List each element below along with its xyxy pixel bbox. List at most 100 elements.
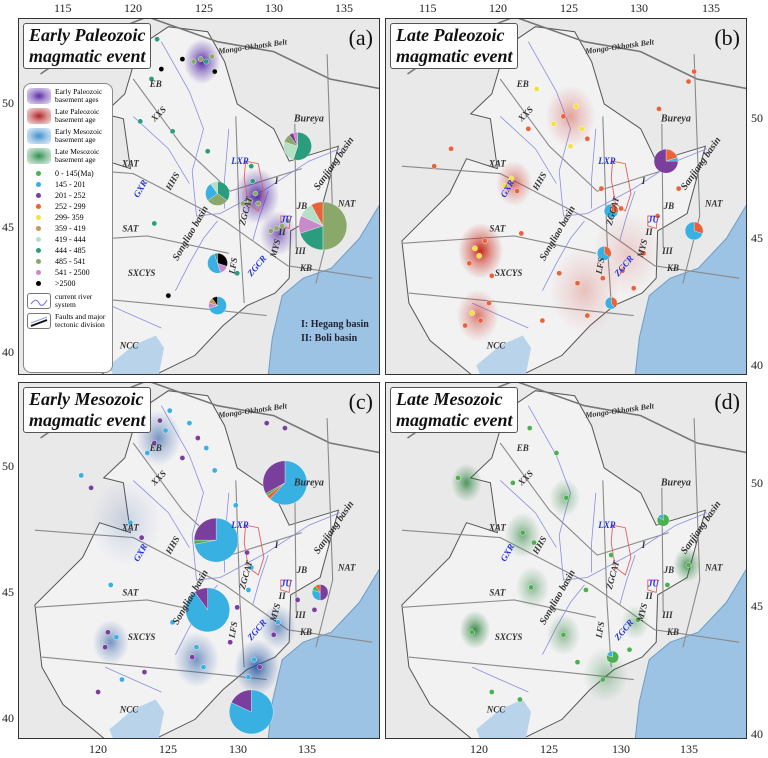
pie-slice bbox=[597, 246, 611, 261]
title-line-1: Late Mesozoic bbox=[396, 389, 503, 409]
sample-point bbox=[102, 644, 108, 650]
sample-point bbox=[203, 445, 210, 451]
sample-point bbox=[556, 270, 563, 277]
river bbox=[591, 492, 597, 573]
sample-point bbox=[244, 549, 250, 556]
legend-label: 299- 359 bbox=[55, 212, 84, 222]
sample-point bbox=[517, 696, 523, 703]
sample-point bbox=[189, 654, 196, 660]
legend-label: 541 - 2500 bbox=[55, 267, 90, 277]
pie-slice bbox=[231, 689, 252, 713]
map-label: LXR bbox=[597, 520, 616, 530]
sample-point bbox=[472, 245, 478, 252]
legend-dot bbox=[36, 259, 41, 264]
legend-dot bbox=[36, 204, 41, 209]
panel-d-late-mesozoic: Mongo-Okhotsk Belt EB XXS XAT GXR HHS LXR Burey… bbox=[385, 382, 747, 739]
tick-label: 45 bbox=[751, 599, 763, 613]
boli-basin-outline bbox=[280, 215, 292, 229]
tick-label: 130 bbox=[630, 1, 648, 15]
map-label: III bbox=[294, 610, 306, 620]
map-label: JB bbox=[663, 201, 675, 211]
sample-point bbox=[488, 689, 495, 695]
sample-point bbox=[431, 163, 437, 169]
tick-label: 120 bbox=[489, 1, 507, 15]
map-label: XAT bbox=[488, 523, 507, 533]
age-pie-chart bbox=[657, 514, 670, 527]
panel-letter: (c) bbox=[348, 389, 373, 414]
map-label: JB bbox=[296, 201, 308, 211]
tick-label: 125 bbox=[159, 742, 177, 756]
sample-point bbox=[251, 656, 257, 663]
sample-point bbox=[539, 317, 546, 324]
legend-swatch bbox=[27, 108, 51, 124]
sample-point bbox=[252, 190, 259, 197]
sample-point bbox=[294, 597, 301, 603]
map-label: NAT bbox=[704, 199, 723, 209]
map-label: III bbox=[661, 246, 673, 256]
legend-label: Faults and major tectonic division bbox=[55, 312, 106, 329]
sample-point bbox=[247, 198, 253, 204]
legend-dot bbox=[36, 270, 41, 275]
legend-label: 145 - 201 bbox=[55, 179, 86, 189]
age-pie-chart bbox=[205, 181, 230, 206]
map-label: SXCYS bbox=[495, 632, 523, 642]
bohai-sea bbox=[109, 699, 165, 738]
sample-point bbox=[195, 435, 201, 441]
age-pie-chart bbox=[653, 149, 679, 174]
panel-a-early-paleozoic: Mongo-Okhotsk Belt EB XXS XAT GXR HHS LXR Burey… bbox=[18, 18, 380, 375]
legend-age-item: 252 - 299 bbox=[27, 201, 109, 212]
map-label: XAT bbox=[121, 523, 140, 533]
fault-line bbox=[602, 480, 612, 668]
panel-title: Late Paleozoic magmatic event bbox=[390, 23, 519, 69]
legend-swatch bbox=[27, 148, 51, 164]
fault-line bbox=[401, 529, 740, 643]
pie-slice bbox=[319, 584, 329, 601]
sample-point bbox=[533, 86, 540, 92]
map-label: NCC bbox=[119, 340, 140, 350]
tick-label: 50 bbox=[751, 111, 763, 125]
sample-point bbox=[154, 36, 160, 42]
sample-point bbox=[560, 113, 567, 120]
tick-label: 45 bbox=[2, 220, 14, 234]
pie-slice bbox=[315, 584, 321, 593]
panel-b-late-paleozoic: Mongo-Okhotsk Belt EB XXS XAT GXR HHS LXR Burey… bbox=[385, 18, 747, 375]
sample-point bbox=[476, 252, 482, 259]
sample-point bbox=[234, 270, 240, 277]
age-pie-chart bbox=[604, 203, 619, 219]
map-label: I bbox=[641, 176, 646, 186]
pie-slice bbox=[193, 517, 217, 541]
pie-slice bbox=[653, 149, 679, 174]
panel-letter: (b) bbox=[714, 25, 740, 50]
sample-point bbox=[186, 420, 193, 426]
legend-label: 252 - 299 bbox=[55, 201, 86, 211]
sample-point bbox=[107, 582, 114, 588]
tick-label: 120 bbox=[89, 742, 107, 756]
legend-label: >2500 bbox=[55, 278, 76, 288]
title-line-1: Late Paleozoic bbox=[396, 25, 505, 45]
sample-point bbox=[144, 450, 151, 456]
legend-faults: Faults and major tectonic division bbox=[27, 313, 109, 329]
river bbox=[252, 554, 269, 606]
density-blob bbox=[451, 463, 482, 503]
river bbox=[527, 405, 707, 581]
tick-label: 50 bbox=[751, 476, 763, 490]
legend-label: 201 - 252 bbox=[55, 190, 86, 200]
sample-point bbox=[248, 564, 255, 571]
sample-point bbox=[105, 629, 111, 636]
tick-label: 40 bbox=[2, 711, 14, 725]
map-label: JU bbox=[647, 579, 660, 589]
map-label: SAT bbox=[122, 223, 139, 233]
map-label: MYS bbox=[268, 602, 283, 623]
sample-point bbox=[531, 539, 537, 546]
sample-point bbox=[488, 272, 495, 279]
boli-basin-outline bbox=[647, 215, 659, 229]
tick-label: 45 bbox=[2, 585, 14, 599]
panel-c-early-mesozoic: Mongo-Okhotsk Belt EB XXS XAT GXR HHS LXR Burey… bbox=[18, 382, 380, 739]
density-blob bbox=[496, 160, 533, 207]
map-label: MYS bbox=[268, 238, 283, 259]
tick-label: 50 bbox=[2, 459, 14, 473]
age-pie-chart bbox=[229, 689, 274, 735]
pie-slice bbox=[194, 517, 239, 563]
sample-point bbox=[95, 689, 101, 695]
map-label: II bbox=[645, 591, 654, 601]
